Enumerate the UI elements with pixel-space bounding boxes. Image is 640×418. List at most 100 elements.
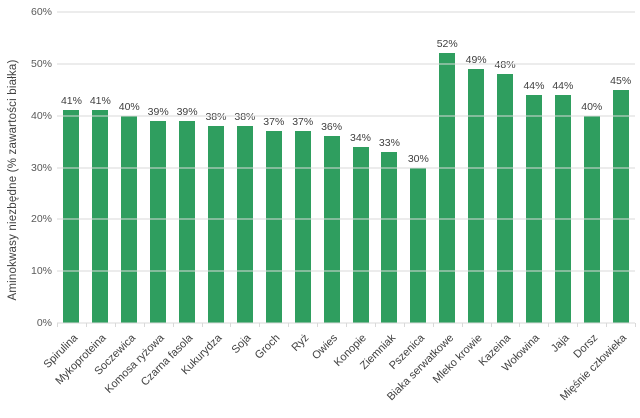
gridline: [57, 218, 635, 220]
category-boundary-tick: [606, 323, 608, 327]
bar-slot: 48%: [491, 12, 520, 323]
x-tick-label: Groch: [252, 332, 283, 362]
y-tick-label: 40%: [30, 109, 52, 122]
bar: [179, 120, 196, 323]
gridline: [57, 115, 635, 117]
bar: [150, 120, 167, 323]
category-boundary-tick: [635, 323, 636, 327]
bar: [63, 110, 80, 323]
category-boundary-tick: [548, 323, 550, 327]
bar-value-label: 48%: [494, 59, 516, 72]
bar-value-label: 36%: [321, 121, 343, 134]
bar: [410, 167, 427, 323]
gridline: [57, 11, 635, 13]
x-axis-labels: Spirulina Mykoproteina Soczewica Komosa ryż…: [41, 323, 635, 418]
bar-slot: 49%: [462, 12, 491, 323]
category-boundary-tick: [461, 323, 463, 327]
category-boundary-tick: [403, 323, 405, 327]
category-boundary-tick: [230, 323, 232, 327]
category-boundary-tick: [346, 323, 347, 327]
bar: [352, 146, 369, 323]
y-tick-label: 10%: [30, 265, 52, 278]
bar-slot: 52%: [433, 12, 462, 323]
y-tick-label: 60%: [30, 6, 52, 18]
bar-value-label: 41%: [89, 95, 111, 108]
bar-slot: 41%: [57, 12, 86, 323]
category-ticks: [57, 323, 636, 327]
bar-value-label: 33%: [378, 136, 400, 149]
bar-slot: 37%: [259, 12, 288, 323]
plot-area: 41% 41% 40% 39% 39% 38% 38% 37% 37% 36% 34% 33% 30% 5…: [57, 11, 635, 324]
category-boundary-tick: [432, 323, 434, 327]
category-boundary-tick: [259, 323, 261, 327]
bar-slot: 39%: [173, 12, 202, 323]
bar-slot: 38%: [202, 12, 231, 323]
y-tick-label: 50%: [30, 57, 52, 70]
bar-slot: 45%: [606, 12, 635, 323]
gridline: [57, 270, 635, 272]
bar-slot: 30%: [404, 12, 433, 323]
bar: [612, 89, 629, 323]
bar: [92, 110, 109, 323]
category-boundary-tick: [577, 323, 579, 327]
bar-value-label: 40%: [581, 100, 603, 113]
bar: [381, 151, 398, 323]
category-boundary-tick: [519, 323, 521, 327]
category-boundary-tick: [143, 323, 145, 327]
bar-value-label: 44%: [523, 79, 545, 92]
bar-value-label: 40%: [118, 100, 140, 113]
category-boundary-tick: [57, 323, 58, 327]
category-boundary-tick: [288, 323, 290, 327]
bar: [265, 131, 282, 323]
bar-value-label: 30%: [407, 152, 429, 165]
bar-value-label: 37%: [292, 116, 314, 129]
y-tick-label: 0%: [36, 317, 52, 329]
bar: [525, 94, 542, 323]
bar-slot: 44%: [548, 12, 577, 323]
bar: [497, 74, 514, 323]
bar-slot: 37%: [288, 12, 317, 323]
bar-slot: 41%: [86, 12, 115, 323]
x-tick-label: Soja: [229, 332, 254, 357]
bar-value-label: 38%: [205, 111, 227, 124]
category-boundary-tick: [172, 323, 174, 327]
bar-value-label: 41%: [60, 95, 82, 108]
bar: [554, 94, 571, 323]
gridline: [57, 63, 635, 65]
bar: [207, 126, 224, 323]
bar: [439, 53, 456, 323]
bars: 41% 41% 40% 39% 39% 38% 38% 37% 37% 36% 34% 33% 30% 5…: [57, 12, 635, 323]
x-tick-label: Jaja: [548, 332, 572, 355]
bar-value-label: 45%: [610, 74, 632, 87]
bar-slot: 34%: [346, 12, 375, 323]
bar-slot: 44%: [520, 12, 549, 323]
bar-value-label: 49%: [465, 54, 487, 67]
bar-value-label: 37%: [263, 116, 285, 129]
bar: [323, 136, 340, 323]
category-boundary-tick: [317, 323, 319, 327]
bar: [468, 69, 485, 323]
category-boundary-tick: [490, 323, 492, 327]
bar: [236, 126, 253, 323]
y-tick-label: 20%: [30, 213, 52, 226]
category-boundary-tick: [374, 323, 376, 327]
bar-value-label: 34%: [350, 131, 372, 144]
y-tick-label: 30%: [30, 161, 52, 174]
bar: [294, 131, 311, 323]
bar-slot: 33%: [375, 12, 404, 323]
bar-slot: 36%: [317, 12, 346, 323]
y-axis-ticks: 0% 10% 20% 30% 40% 50% 60%: [0, 6, 52, 329]
x-tick-label: Ryż: [289, 332, 312, 354]
bar-value-label: 39%: [176, 105, 198, 118]
category-boundary-tick: [114, 323, 116, 327]
category-boundary-tick: [201, 323, 203, 327]
bar-slot: 39%: [144, 12, 173, 323]
bar-value-label: 44%: [552, 79, 574, 92]
bar-slot: 38%: [230, 12, 259, 323]
gridline: [57, 167, 635, 168]
bar-value-label: 39%: [147, 105, 169, 118]
bar-value-label: 38%: [234, 111, 256, 124]
category-boundary-tick: [85, 323, 87, 327]
bar-value-label: 52%: [436, 38, 458, 51]
